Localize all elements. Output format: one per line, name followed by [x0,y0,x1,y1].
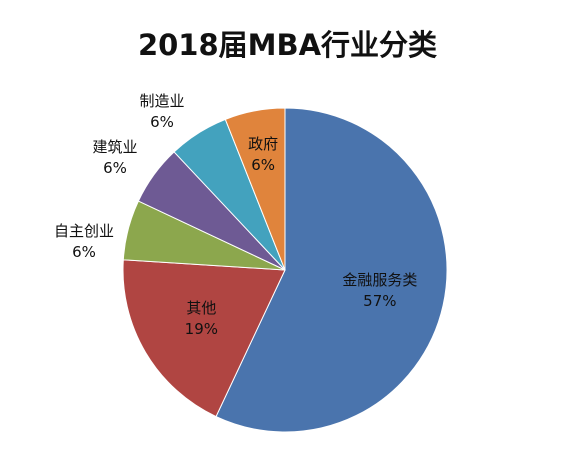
slice-label-2: 自主创业 6% [54,221,114,263]
pie-slice-0 [215,107,448,433]
pie-slice-5 [224,107,286,271]
slice-label-5: 政府 6% [248,134,278,176]
slice-value-label: 6% [251,156,276,175]
slice-value-label: 6% [72,243,96,261]
slice-category-label: 制造业 [139,92,185,110]
slice-value-label: 19% [184,320,218,339]
slice-value-label: 57% [363,292,397,311]
chart-title: 2018届MBA行业分类 [137,28,438,62]
slice-value-label: 6% [103,159,127,177]
slice-category-label: 其他 [186,299,217,318]
pie-slice-1 [122,259,286,418]
slice-category-label: 建筑业 [92,138,138,156]
slice-category-label: 自主创业 [53,222,115,240]
slice-label-0: 金融服务类 57% [342,270,417,312]
slice-label-4: 制造业 6% [139,91,184,133]
slice-category-label: 政府 [248,135,279,154]
slice-label-3: 建筑业 6% [92,137,137,179]
slice-category-label: 金融服务类 [342,271,418,290]
slice-value-label: 6% [150,113,174,131]
slice-label-1: 其他 19% [185,298,218,340]
